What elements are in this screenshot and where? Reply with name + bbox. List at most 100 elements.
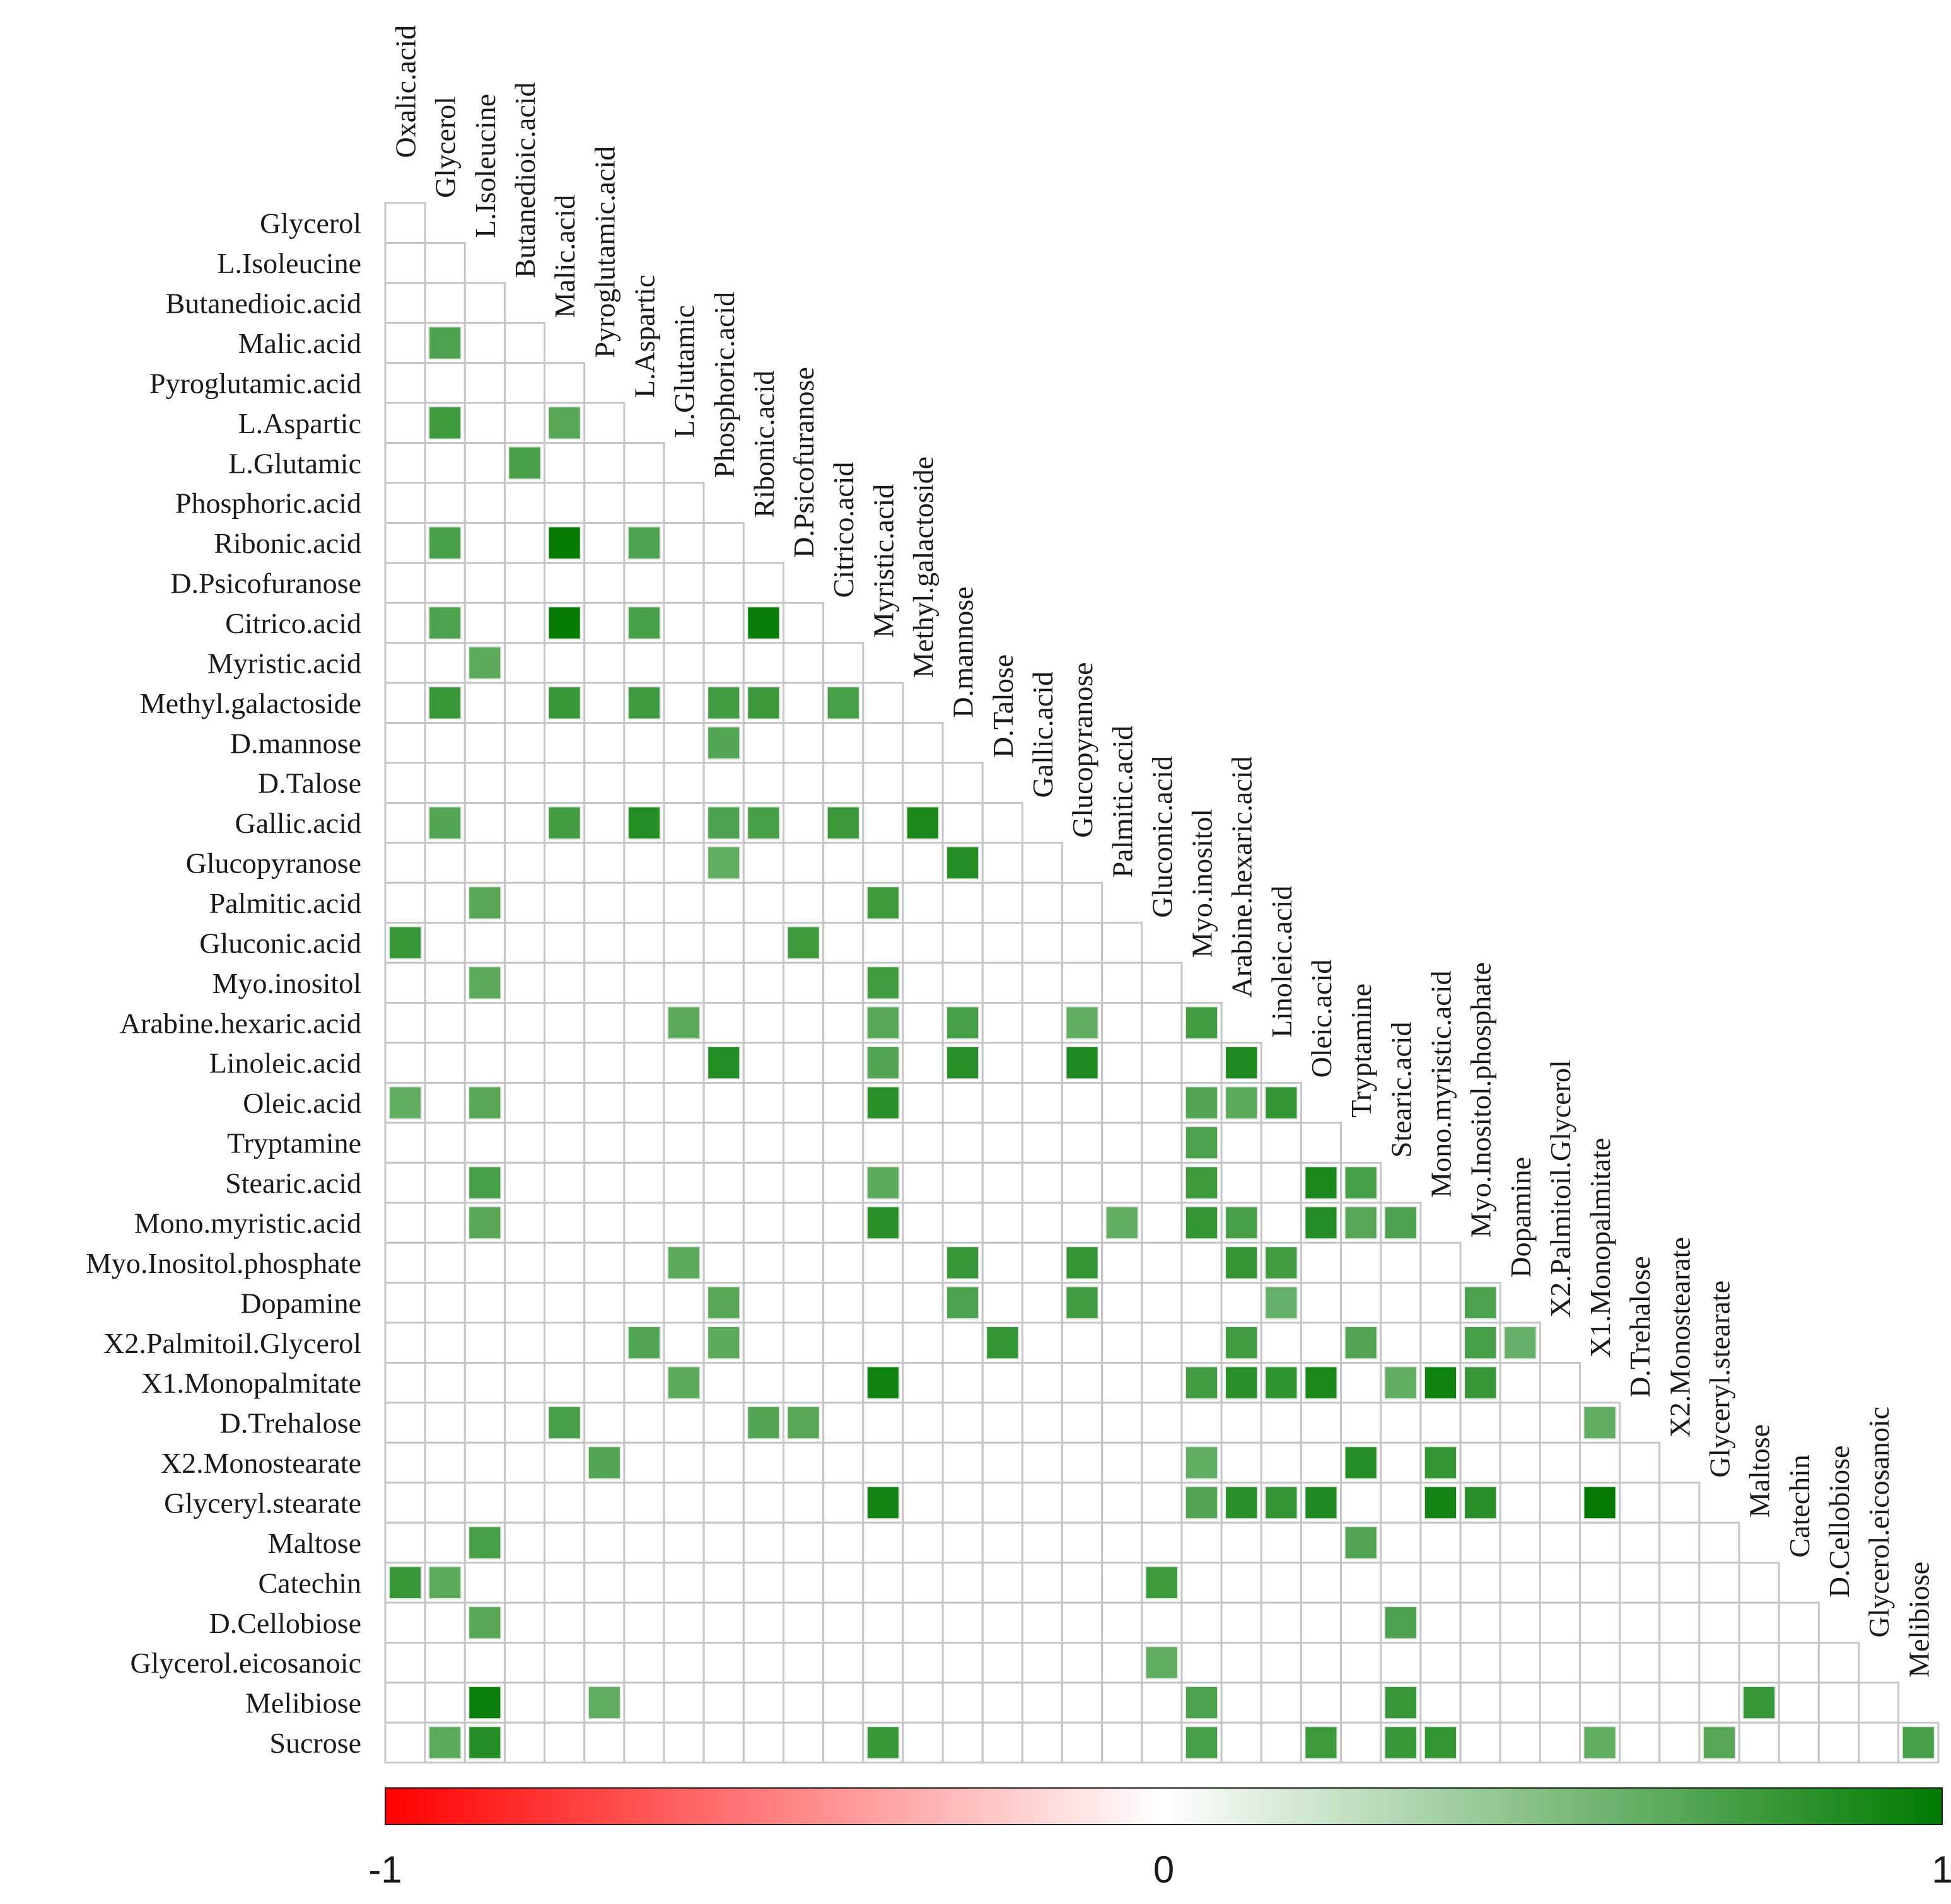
row-label-d-talose: D.Talose	[258, 767, 361, 799]
corr-mark-stearic-acid-myristic-acid	[866, 1166, 900, 1200]
heatmap-cell	[424, 1241, 466, 1284]
heatmap-cell	[1419, 1321, 1462, 1364]
heatmap-cell	[981, 1521, 1023, 1564]
heatmap-cell	[623, 1241, 665, 1284]
heatmap-cell	[544, 1282, 586, 1324]
heatmap-cell	[1061, 922, 1104, 964]
corr-mark-x2-palmitoil-glycerol-phosphoric-acid	[707, 1326, 741, 1360]
heatmap-cell	[783, 682, 825, 724]
corr-mark-mono-myristic-acid-palmitic-acid	[1105, 1205, 1139, 1240]
heatmap-cell	[1340, 1241, 1382, 1284]
corr-mark-stearic-acid-oleic-acid	[1304, 1166, 1338, 1200]
heatmap-cell	[1658, 1681, 1701, 1724]
corr-mark-methyl-galactoside-citrico-acid	[826, 686, 860, 720]
heatmap-cell	[463, 601, 506, 644]
heatmap-cell	[504, 682, 546, 724]
heatmap-cell	[1180, 1282, 1223, 1324]
heatmap-cell	[463, 762, 506, 804]
heatmap-cell	[463, 562, 506, 604]
heatmap-cell	[702, 601, 745, 644]
corr-mark-maltose-l-isoleucine	[468, 1526, 502, 1560]
heatmap-cell	[702, 762, 745, 804]
heatmap-cell	[1658, 1521, 1701, 1564]
heatmap-cell	[623, 1642, 665, 1684]
heatmap-cell	[742, 1441, 784, 1484]
heatmap-cell	[1300, 1521, 1342, 1564]
heatmap-cell	[384, 322, 426, 364]
heatmap-cell	[1101, 1241, 1143, 1284]
heatmap-cell	[1101, 1002, 1143, 1044]
row-label-butanedioic-acid: Butanedioic.acid	[166, 287, 361, 320]
heatmap-cell	[463, 922, 506, 964]
heatmap-cell	[663, 521, 705, 564]
heatmap-cell	[583, 1362, 626, 1404]
col-label-l-glutamic: L.Glutamic	[668, 305, 701, 438]
heatmap-cell	[822, 1642, 865, 1684]
heatmap-cell	[902, 1321, 944, 1364]
heatmap-cell	[1459, 1402, 1501, 1444]
corr-mark-myristic-acid-l-isoleucine	[468, 646, 502, 680]
corr-mark-l-aspartic-glycerol	[428, 406, 462, 440]
column-labels: Oxalic.acid Glycerol L.Isoleucine Butanedio…	[390, 25, 1935, 1678]
heatmap-cell	[862, 762, 904, 804]
row-label-pyroglutamic-acid: Pyroglutamic.acid	[149, 367, 361, 399]
heatmap-cell	[623, 1482, 665, 1524]
heatmap-cell	[1021, 1482, 1064, 1524]
corr-mark-dopamine-d-mannose	[946, 1286, 980, 1320]
corr-mark-d-cellobiose-l-isoleucine	[468, 1606, 502, 1640]
heatmap-cell	[1021, 961, 1064, 1004]
heatmap-cell	[902, 1402, 944, 1444]
heatmap-cell	[424, 1482, 466, 1524]
heatmap-cell	[544, 1002, 586, 1044]
corr-mark-glyceryl-stearate-myo-inositol-phosphate	[1464, 1485, 1498, 1520]
heatmap-cell	[424, 1082, 466, 1124]
heatmap-cell	[783, 1202, 825, 1244]
heatmap-cell	[623, 881, 665, 924]
heatmap-cell	[783, 1122, 825, 1164]
heatmap-cell	[544, 842, 586, 884]
corr-mark-mono-myristic-acid-arabine-hexaric-acid	[1225, 1205, 1259, 1240]
heatmap-cell	[862, 1521, 904, 1564]
corr-mark-gallic-acid-glycerol	[428, 806, 462, 840]
corr-mark-mono-myristic-acid-l-isoleucine	[468, 1205, 502, 1240]
heatmap-cell	[1419, 1601, 1462, 1644]
corr-mark-gallic-acid-malic-acid	[547, 806, 581, 840]
corr-mark-l-glutamic-butanedioic-acid	[508, 446, 542, 480]
heatmap-cell	[862, 842, 904, 884]
heatmap-cell	[583, 1241, 626, 1284]
heatmap-cell	[663, 802, 705, 844]
heatmap-cell	[1260, 1642, 1302, 1684]
heatmap-cell	[583, 762, 626, 804]
heatmap-cell	[1220, 1441, 1262, 1484]
heatmap-cell	[1021, 1241, 1064, 1284]
heatmap-cell	[623, 1562, 665, 1604]
col-label-d-talose: D.Talose	[987, 654, 1019, 758]
heatmap-cell	[1141, 1521, 1183, 1564]
heatmap-cell	[663, 842, 705, 884]
heatmap-cell	[1380, 1321, 1422, 1364]
heatmap-cell	[1340, 1362, 1382, 1404]
corr-mark-methyl-galactoside-phosphoric-acid	[707, 686, 741, 720]
heatmap-cell	[1101, 1362, 1143, 1404]
heatmap-cell	[504, 881, 546, 924]
heatmap-cell	[1141, 1402, 1183, 1444]
heatmap-cell	[583, 1282, 626, 1324]
heatmap-cell	[981, 1362, 1023, 1404]
heatmap-cell	[663, 1321, 705, 1364]
heatmap-cell	[463, 1321, 506, 1364]
heatmap-cell	[981, 1241, 1023, 1284]
heatmap-cell	[1061, 1482, 1104, 1524]
row-label-l-glutamic: L.Glutamic	[228, 447, 361, 479]
corr-mark-glucopyranose-d-mannose	[946, 845, 980, 880]
heatmap-cell	[1180, 1521, 1223, 1564]
heatmap-cell	[463, 802, 506, 844]
corr-mark-myo-inositol-phosphate-linoleic-acid	[1264, 1246, 1298, 1280]
heatmap-cell	[941, 1562, 984, 1604]
col-label-arabine-hexaric-acid: Arabine.hexaric.acid	[1226, 756, 1258, 997]
heatmap-cell	[1180, 1562, 1223, 1604]
heatmap-cell	[1499, 1601, 1541, 1644]
col-label-glyceryl-stearate: Glyceryl.stearate	[1704, 1280, 1736, 1478]
heatmap-cell	[424, 1161, 466, 1204]
heatmap-cell	[1180, 1321, 1223, 1364]
heatmap-cell	[544, 362, 586, 404]
